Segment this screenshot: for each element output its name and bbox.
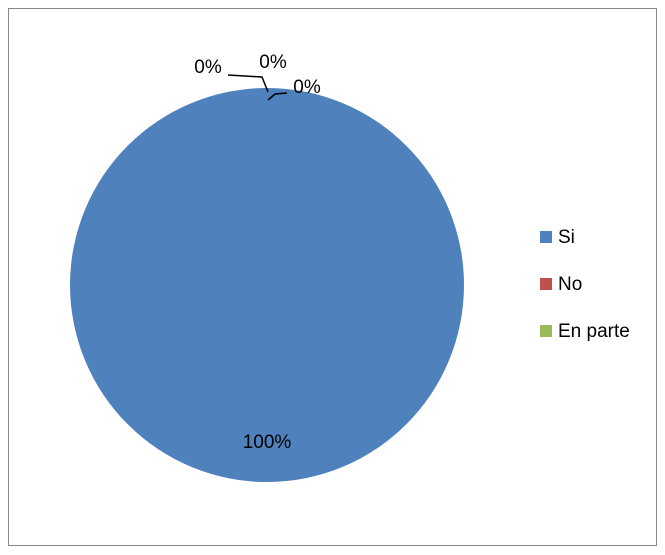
data-label: 100%	[243, 432, 292, 453]
data-label: 0%	[259, 52, 287, 73]
leader-line	[267, 92, 288, 101]
legend-swatch	[540, 325, 552, 337]
legend-swatch	[540, 278, 552, 290]
leader-line	[227, 74, 269, 93]
legend-label: Si	[558, 227, 575, 248]
legend-label: En parte	[558, 321, 630, 342]
legend-label: No	[558, 274, 582, 295]
legend-swatch	[540, 231, 552, 243]
pie-slice	[70, 88, 464, 482]
data-label: 0%	[293, 77, 321, 98]
data-label: 0%	[194, 57, 222, 78]
